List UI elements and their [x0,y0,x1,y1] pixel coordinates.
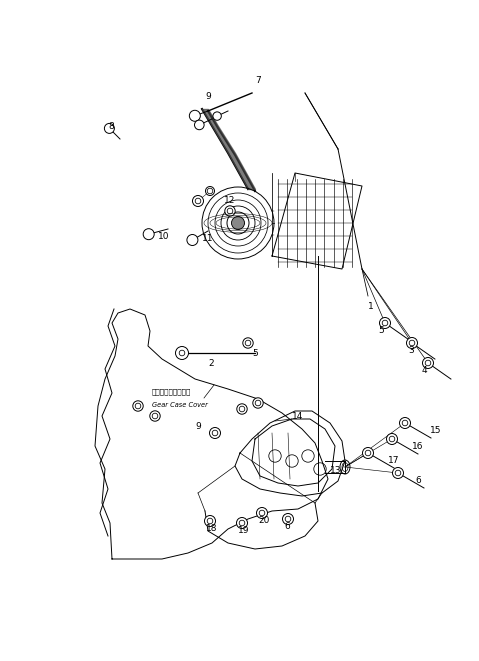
Text: 10: 10 [158,232,170,241]
Circle shape [213,112,221,120]
Text: 13: 13 [330,466,342,475]
Circle shape [194,120,204,130]
Text: 2: 2 [208,359,214,368]
Circle shape [143,229,154,240]
Circle shape [237,518,248,529]
Circle shape [237,404,247,414]
Text: 18: 18 [206,524,217,533]
Circle shape [150,410,160,421]
Text: 20: 20 [258,516,269,525]
Circle shape [205,516,216,527]
Text: 9: 9 [195,422,201,431]
Text: 11: 11 [202,234,214,243]
Circle shape [243,338,253,348]
Circle shape [387,434,398,444]
Text: 7: 7 [255,76,261,85]
Text: 8: 8 [108,122,114,131]
Text: 6: 6 [284,522,290,531]
Circle shape [209,428,220,438]
Text: 1: 1 [368,302,374,311]
Circle shape [422,358,433,368]
Text: Gear Case Cover: Gear Case Cover [152,402,208,408]
Circle shape [133,401,143,411]
Circle shape [225,206,235,216]
Circle shape [407,338,418,348]
Text: 3: 3 [408,346,414,355]
Circle shape [399,418,411,428]
Circle shape [193,196,204,206]
Circle shape [189,110,200,121]
Text: 6: 6 [415,476,421,485]
Text: 16: 16 [412,442,423,451]
Text: 4: 4 [422,366,428,375]
Circle shape [256,508,267,518]
Text: 17: 17 [388,456,399,465]
Circle shape [187,235,198,245]
Text: 5: 5 [378,326,384,335]
Circle shape [392,467,403,479]
Circle shape [175,346,189,360]
Circle shape [283,514,294,524]
Text: 12: 12 [224,196,235,205]
Circle shape [231,217,244,229]
Circle shape [363,447,374,459]
Text: ギヤーケースカバー: ギヤーケースカバー [152,388,192,395]
Text: 9: 9 [205,92,211,101]
Circle shape [205,186,215,196]
Text: 14: 14 [292,412,303,421]
Text: 19: 19 [238,526,250,535]
Text: 5: 5 [252,349,258,358]
Text: 15: 15 [430,426,442,435]
Circle shape [379,317,390,329]
Circle shape [253,398,263,408]
Circle shape [104,124,114,134]
